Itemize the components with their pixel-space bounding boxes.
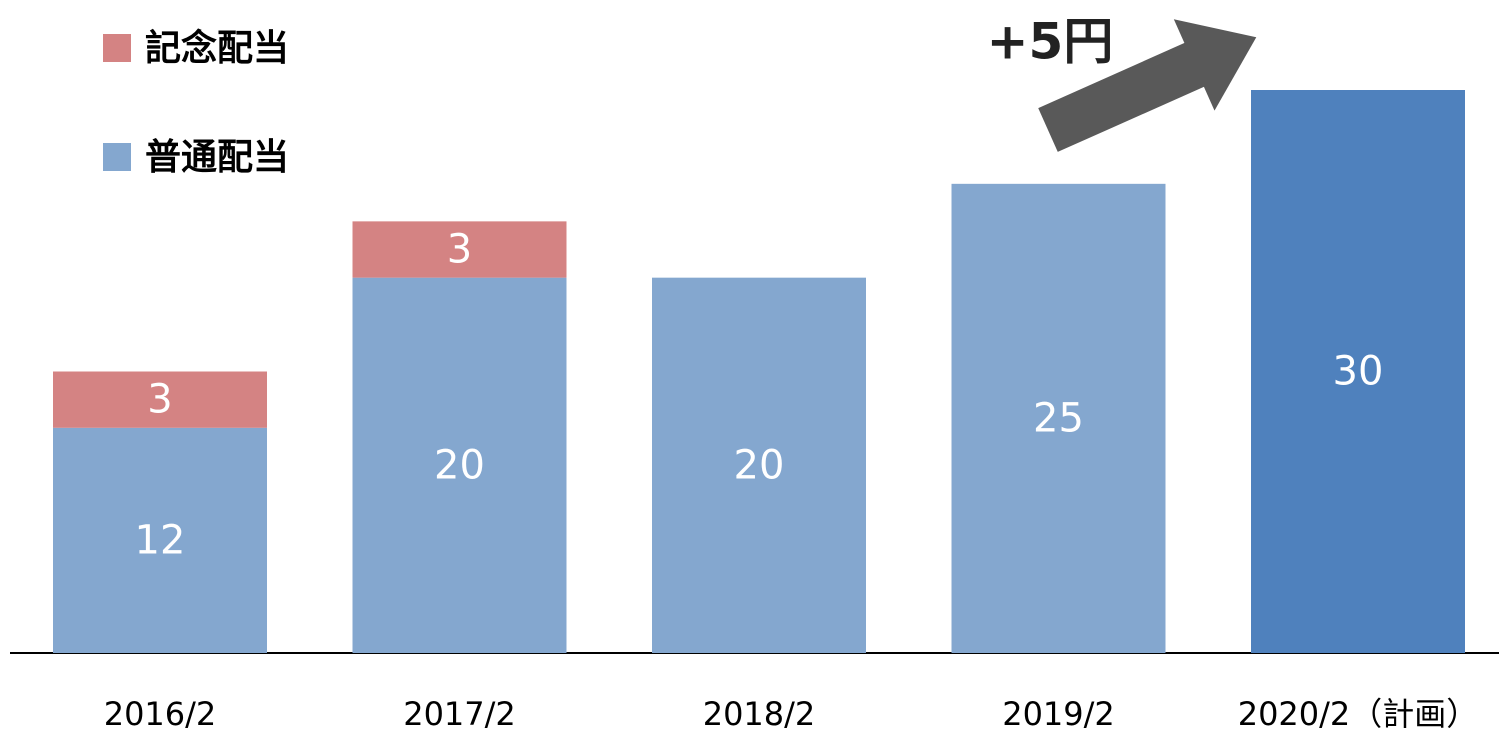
annotation: +5円 [987, 13, 1114, 71]
legend-label: 普通配当 [145, 137, 289, 178]
data-label: 3 [447, 227, 472, 273]
x-tick-label: 2017/2 [403, 695, 516, 733]
bar-segment [53, 427, 267, 653]
trend-arrow [1038, 19, 1257, 152]
bar-segment [352, 277, 567, 653]
data-label: 12 [135, 517, 186, 563]
x-tick-label: 2020/2（計画） [1238, 695, 1479, 733]
x-tick-label: 2016/2 [104, 695, 217, 733]
data-label: 30 [1333, 349, 1384, 395]
bar-segment [53, 371, 267, 428]
legend-label: 記念配当 [145, 27, 289, 69]
x-tick-label: 2019/2 [1002, 695, 1115, 733]
bar-segment [1251, 90, 1465, 653]
bar-segment [652, 277, 866, 653]
bar-segment [352, 221, 567, 278]
legend-swatch [103, 143, 131, 171]
x-tick-label: 2018/2 [703, 695, 816, 733]
data-label: 20 [434, 442, 485, 488]
data-label: 20 [734, 442, 785, 488]
data-label: 3 [147, 377, 172, 423]
bar-segment [951, 183, 1166, 654]
data-label: 25 [1033, 395, 1084, 441]
legend-swatch [103, 34, 131, 62]
